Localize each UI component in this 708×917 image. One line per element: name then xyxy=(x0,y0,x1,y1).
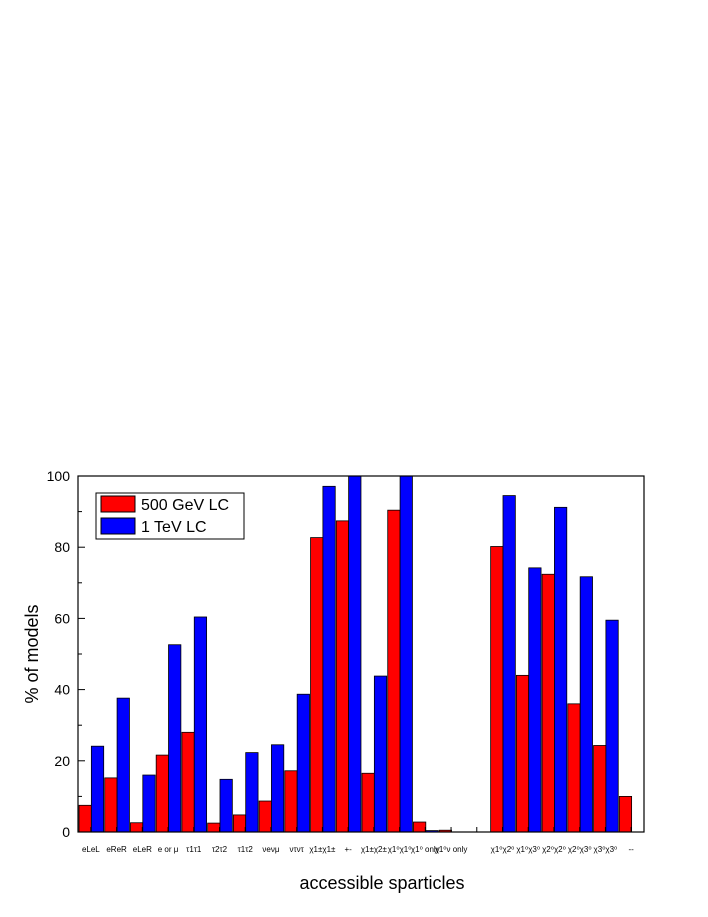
legend-label-1tev: 1 TeV LC xyxy=(141,519,207,536)
bar-s0-0 xyxy=(78,804,92,833)
bar-s0-3 xyxy=(155,754,169,833)
bar-s0-8 xyxy=(284,770,298,833)
bar-s1-10 xyxy=(348,475,362,833)
labels-group: 0 20 40 60 80 100 eLeL eReR eLeR e or μ τ1τ1 τ2τ2 τ1… xyxy=(47,468,634,854)
bar-s1-17 xyxy=(528,567,542,833)
y-axis-title: % of models xyxy=(22,604,42,703)
y-tick-label-60: 60 xyxy=(54,610,70,626)
bars-group xyxy=(78,475,633,833)
x-tick-label-14: χ1⁰ν only xyxy=(435,845,468,854)
bar-s0-19 xyxy=(567,703,581,833)
x-tick-label-12: χ1⁰χ1⁰ xyxy=(388,845,412,854)
bar-s1-19 xyxy=(579,576,593,833)
x-tick-label-4: τ1τ1 xyxy=(186,845,202,854)
bar-s0-21 xyxy=(618,796,633,833)
legend-swatch-500gev xyxy=(100,495,136,513)
x-tick-label-2: eLeR xyxy=(133,845,152,854)
bar-s0-16 xyxy=(490,546,504,833)
bar-s1-16 xyxy=(502,495,516,833)
bar-s0-7 xyxy=(258,800,272,833)
y-tick-label-100: 100 xyxy=(47,468,71,484)
x-tick-label-19: χ2⁰χ3⁰ xyxy=(568,845,592,854)
x-tick-label-13: χ1⁰ only xyxy=(411,845,440,854)
bar-s1-18 xyxy=(554,506,568,833)
x-axis-title: accessible sparticles xyxy=(299,873,464,893)
bar-s0-20 xyxy=(593,745,607,833)
bar-s0-10 xyxy=(335,520,350,833)
x-tick-label-16: χ1⁰χ2⁰ xyxy=(491,845,515,854)
x-tick-label-3: e or μ xyxy=(158,845,179,854)
axes-group xyxy=(77,475,645,833)
bar-s0-12 xyxy=(387,509,401,833)
bar-s1-2 xyxy=(142,774,156,833)
x-tick-label-8: ντντ xyxy=(290,845,305,854)
y-tick-label-20: 20 xyxy=(54,753,70,769)
x-tick-label-10: +- xyxy=(344,845,352,854)
bar-s0-13 xyxy=(413,821,427,833)
x-tick-label-11: χ1±χ2± xyxy=(361,845,388,854)
y-tick-label-80: 80 xyxy=(54,539,70,555)
bar-s0-11 xyxy=(361,772,375,833)
bar-s0-18 xyxy=(541,573,555,833)
bar-s1-7 xyxy=(271,744,285,833)
bar-s0-17 xyxy=(515,674,530,833)
y-tick-label-40: 40 xyxy=(54,682,70,698)
bar-s1-11 xyxy=(373,675,388,833)
bar-s0-9 xyxy=(310,537,324,833)
bar-s1-9 xyxy=(322,485,336,833)
legend: 500 GeV LC 1 TeV LC xyxy=(95,492,245,540)
bar-s0-4 xyxy=(181,731,195,833)
x-tick-label-5: τ2τ2 xyxy=(212,845,228,854)
x-tick-label-6: τ1τ2 xyxy=(238,845,254,854)
bar-s1-12 xyxy=(399,475,413,833)
y-tick-label-0: 0 xyxy=(62,824,70,840)
x-tick-label-0: eLeL xyxy=(82,845,100,854)
x-tick-label-1: eReR xyxy=(106,845,127,854)
bar-s1-5 xyxy=(219,778,233,833)
x-tick-label-21: -- xyxy=(628,845,634,854)
bar-s0-2 xyxy=(130,822,144,833)
bar-s1-0 xyxy=(90,745,105,833)
bar-s0-1 xyxy=(104,777,118,833)
bar-s1-8 xyxy=(296,693,310,833)
legend-swatch-1tev xyxy=(100,517,136,535)
bar-s1-1 xyxy=(116,697,130,833)
x-tick-label-17: χ1⁰χ3⁰ xyxy=(516,845,540,854)
x-tick-label-7: νeνμ xyxy=(262,845,279,854)
bar-s1-20 xyxy=(605,619,619,833)
x-tick-label-18: χ2⁰χ2⁰ xyxy=(542,845,566,854)
x-tick-label-20: χ3⁰χ3⁰ xyxy=(594,845,618,854)
bar-s0-5 xyxy=(207,822,221,833)
bar-s1-6 xyxy=(245,752,259,833)
x-tick-label-9: χ1±χ1± xyxy=(309,845,336,854)
bar-s1-3 xyxy=(168,644,182,833)
legend-label-500gev: 500 GeV LC xyxy=(141,497,229,514)
bar-s1-4 xyxy=(193,616,208,833)
bar-s0-6 xyxy=(232,814,247,833)
